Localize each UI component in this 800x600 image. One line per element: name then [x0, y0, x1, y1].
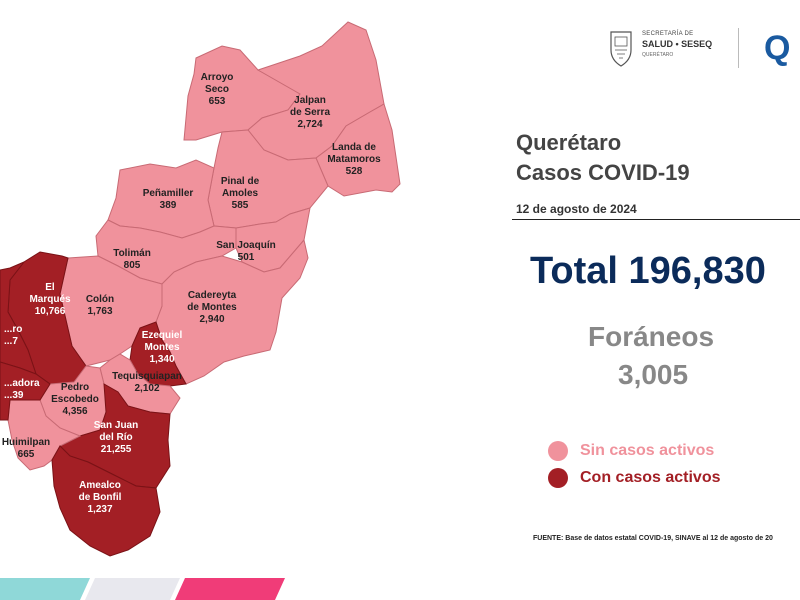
label-cases-san-joaquin: 501 — [238, 252, 255, 263]
label-name-amealco-de-bonfil: de Bonfil — [79, 492, 122, 503]
label-cases-landa-de-matamoros: 528 — [346, 166, 363, 177]
label-name-cadereyta-de-montes: Cadereyta — [188, 290, 237, 301]
label-cases-pinal-de-amoles: 585 — [232, 200, 249, 211]
region-amealco-de-bonfil — [51, 445, 161, 557]
title-subject: Casos COVID-19 — [516, 160, 690, 185]
report-date: 12 de agosto de 2024 — [516, 202, 637, 216]
municipality-regions — [0, 21, 401, 557]
source-note: FUENTE: Base de datos estatal COVID-19, … — [533, 535, 773, 542]
label-name-jalpan-de-serra: Jalpan — [294, 95, 326, 106]
label-name-san-joaquin: San Joaquín — [216, 240, 275, 251]
label-cases-san-juan-del-rio: 21,255 — [101, 444, 132, 455]
label-name-cadereyta-de-montes: de Montes — [187, 302, 237, 313]
label-cases-ezequiel-montes: 1,340 — [149, 354, 174, 365]
label-name-ezequiel-montes: Montes — [145, 342, 180, 353]
label-cases-queretaro: ...7 — [4, 336, 18, 347]
legend-inactive: Sin casos activos — [548, 440, 714, 462]
label-name-corregidora: ...adora — [4, 378, 40, 389]
label-name-colon: Colón — [86, 294, 114, 305]
label-name-el-marques: El — [45, 282, 55, 293]
logo-secretaria-text: SECRETARÍA DE — [642, 31, 694, 37]
label-cases-tequisquiapan: 2,102 — [134, 383, 159, 394]
legend-inactive-label: Sin casos activos — [580, 442, 715, 459]
label-name-arroyo-seco: Arroyo — [201, 72, 234, 83]
label-cases-cadereyta-de-montes: 2,940 — [199, 314, 224, 325]
label-cases-corregidora: ...39 — [4, 390, 24, 401]
total-cases: Total 196,830 — [530, 250, 766, 292]
label-name-pinal-de-amoles: Amoles — [222, 188, 259, 199]
logo-separator — [738, 28, 739, 68]
legend-inactive-swatch — [548, 441, 568, 461]
label-cases-amealco-de-bonfil: 1,237 — [87, 504, 112, 515]
label-name-landa-de-matamoros: Matamoros — [327, 154, 381, 165]
label-cases-toliman: 805 — [124, 260, 141, 271]
state-seal-icon — [610, 31, 632, 67]
foraneos-value: 3,005 — [618, 359, 689, 390]
label-cases-penamiller: 389 — [160, 200, 177, 211]
label-cases-jalpan-de-serra: 2,724 — [297, 119, 322, 130]
label-name-amealco-de-bonfil: Amealco — [79, 480, 121, 491]
header-logos: SECRETARÍA DE SALUD • SESEQ QUERÉTARO Q — [606, 26, 800, 72]
label-name-pedro-escobedo: Pedro — [61, 382, 89, 393]
label-name-landa-de-matamoros: Landa de — [332, 142, 376, 153]
legend-active-swatch — [548, 468, 568, 488]
region-cadereyta-de-montes — [155, 238, 309, 385]
logo-salud-text: SALUD • SESEQ — [642, 39, 713, 49]
label-name-pedro-escobedo: Escobedo — [51, 394, 99, 405]
label-name-san-juan-del-rio: del Río — [99, 432, 132, 443]
label-name-huimilpan: Huimilpan — [2, 437, 50, 448]
logo-queretaro-text: QUERÉTARO — [642, 52, 674, 58]
label-name-penamiller: Peñamiller — [143, 188, 194, 199]
label-cases-colon: 1,763 — [87, 306, 112, 317]
label-cases-arroyo-seco: 653 — [209, 96, 226, 107]
label-name-el-marques: Marqués — [29, 294, 71, 305]
foraneos-label: Foráneos — [588, 321, 715, 352]
title-divider — [512, 219, 800, 220]
label-name-jalpan-de-serra: de Serra — [290, 107, 330, 118]
region-landa-de-matamoros — [315, 103, 401, 197]
label-name-toliman: Tolimán — [113, 248, 151, 259]
q-logo: Q — [764, 29, 791, 67]
region-ezequiel-montes — [129, 321, 187, 387]
label-name-ezequiel-montes: Ezequiel — [142, 330, 183, 341]
label-cases-pedro-escobedo: 4,356 — [62, 406, 87, 417]
label-name-san-juan-del-rio: San Juan — [94, 420, 138, 431]
legend-active: Con casos activos — [548, 467, 721, 489]
label-name-tequisquiapan: Tequisquiapan — [112, 371, 182, 382]
title-state: Querétaro — [516, 130, 622, 155]
label-cases-el-marques: 10,766 — [35, 306, 66, 317]
label-name-pinal-de-amoles: Pinal de — [221, 176, 260, 187]
label-cases-huimilpan: 665 — [18, 449, 35, 460]
label-name-queretaro: ...ro — [4, 324, 22, 335]
legend-active-label: Con casos activos — [580, 469, 721, 486]
region-corregidora — [0, 361, 51, 421]
decorative-stripe — [0, 578, 285, 600]
label-name-arroyo-seco: Seco — [205, 84, 229, 95]
